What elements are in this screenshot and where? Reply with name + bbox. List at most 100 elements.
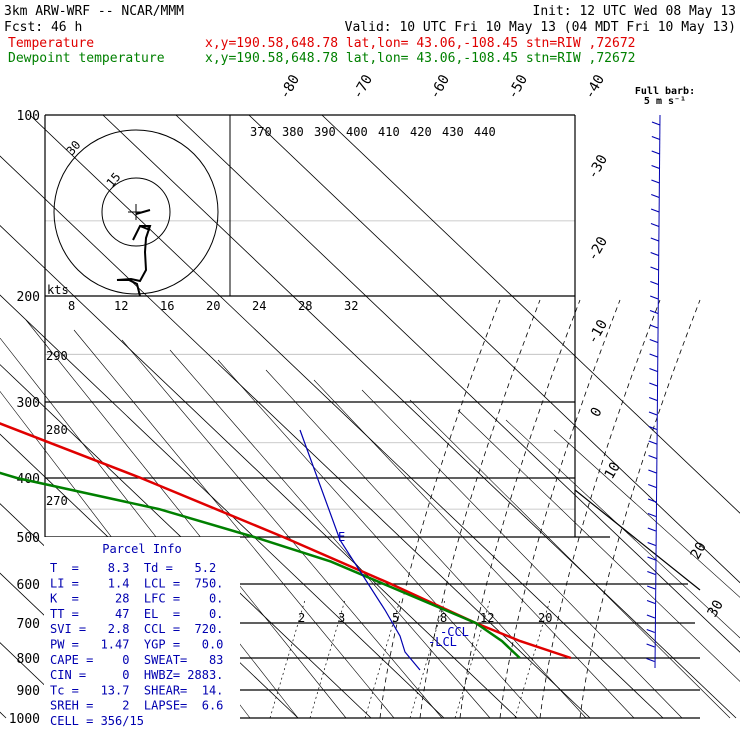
forecast-hour: Fcst: 46 h <box>4 20 82 35</box>
theta-low-label: 290 <box>46 349 68 363</box>
isotherm-top-label: -60 <box>427 72 454 102</box>
hodo-unit: kts <box>47 283 69 297</box>
parcel-info-row: K = 28 LFC = 0. <box>50 592 223 606</box>
moist-adiabat <box>579 299 701 719</box>
hodograph: 30 15 <box>53 115 231 297</box>
wind-barb <box>651 121 661 126</box>
parcel-info-row: TT = 47 EL = 0. <box>50 607 223 621</box>
mixing-ratio-label: 3 <box>338 611 345 625</box>
wind-barb <box>648 440 657 445</box>
hodo-ring-label: 30 <box>64 138 84 158</box>
wind-barbs <box>646 114 661 669</box>
barb-title: Full barb: <box>635 86 695 97</box>
wind-barb <box>647 512 657 518</box>
theta-label: 380 <box>282 125 304 139</box>
dry-adiabat <box>313 379 635 719</box>
temperature-legend: Temperature <box>8 36 94 51</box>
mixing-ratio-label: 20 <box>538 611 552 625</box>
pressure-label: 1000 <box>9 712 40 727</box>
init-time: Init: 12 UTC Wed 08 May 13 <box>533 4 737 19</box>
wind-barb <box>646 657 655 663</box>
pressure-label: 900 <box>17 684 40 699</box>
parcel-info-row: LI = 1.4 LCL = 750. <box>50 576 223 590</box>
wind-barb <box>646 643 655 648</box>
dry-adiabat <box>409 399 731 719</box>
sounding-profiles: -LCL-CCL E <box>0 422 572 671</box>
wind-barb <box>647 498 657 503</box>
isotherm-top-label: -70 <box>350 72 377 102</box>
dewpoint-profile <box>0 471 521 659</box>
wind-barb <box>651 193 660 199</box>
isotherm-line <box>175 114 740 653</box>
pressure-label: 100 <box>17 109 40 124</box>
isotherm-line <box>321 114 740 514</box>
parcel-info-row: CAPE = 0 SWEAT= 83 <box>50 653 223 667</box>
isotherm-right-label: 10 <box>602 459 624 482</box>
dry-adiabat <box>121 339 443 719</box>
parcel-info-title: Parcel Info <box>102 542 181 556</box>
wind-barb <box>647 570 656 576</box>
wind-barb <box>648 396 658 402</box>
frame-slant <box>574 489 701 591</box>
wind-barb <box>648 425 658 431</box>
moist-adiabat <box>379 299 501 719</box>
wind-barb <box>646 628 655 634</box>
hodo-speed-label: 28 <box>298 299 312 313</box>
dry-adiabat <box>73 329 395 719</box>
wind-barb <box>648 411 658 416</box>
moist-adiabat <box>539 299 661 719</box>
wind-barb <box>648 483 657 489</box>
wind-barb <box>651 150 660 155</box>
wind-barb <box>649 382 658 387</box>
wind-barb <box>651 135 661 141</box>
mixing-ratio-line <box>309 599 346 719</box>
theta-label: 400 <box>346 125 368 139</box>
isotherm-right-label: 20 <box>688 539 710 562</box>
isotherm-right-label: -30 <box>585 152 612 182</box>
isotherm-line <box>0 155 591 719</box>
theta-low-label: 270 <box>46 494 68 508</box>
theta-label: 410 <box>378 125 400 139</box>
wind-barb <box>650 266 659 271</box>
temperature-profile <box>0 422 572 660</box>
isotherm-right-label: -20 <box>585 234 612 264</box>
dewpoint-legend: Dewpoint temperature <box>8 51 165 66</box>
dry-adiabat <box>265 369 587 719</box>
wind-barb <box>651 179 660 184</box>
wind-barb <box>649 324 659 329</box>
parcel-info-row: SREH = 2 LAPSE= 6.6 <box>50 699 223 713</box>
pressure-label: 800 <box>17 652 40 667</box>
ccl-label: -CCL <box>440 625 469 639</box>
mixing-ratio-label: 2 <box>298 611 305 625</box>
hodo-speed-label: 16 <box>160 299 174 313</box>
theta-label: 390 <box>314 125 336 139</box>
parcel-info-row: CIN = 0 HWBZ= 2883. <box>50 668 223 682</box>
model-title: 3km ARW-WRF -- NCAR/MMM <box>4 4 184 19</box>
wind-barb <box>647 556 656 561</box>
lcl-label: -LCL <box>428 635 457 649</box>
isotherm-line <box>0 294 445 719</box>
hodo-speed-label: 24 <box>252 299 266 313</box>
wind-barb <box>649 309 659 315</box>
mixing-ratio-line <box>514 599 551 719</box>
mixing-ratio-label: 12 <box>480 611 494 625</box>
pressure-label: 300 <box>17 396 40 411</box>
wind-barb <box>650 251 659 257</box>
isotherm-right-label: 30 <box>705 597 727 620</box>
hodo-ring-inner <box>101 177 171 247</box>
isotherm-line <box>102 114 737 719</box>
wind-barb <box>647 527 657 532</box>
wind-barb <box>649 367 658 373</box>
theta-label: 430 <box>442 125 464 139</box>
theta-label: 440 <box>474 125 496 139</box>
mixing-ratio-label: 5 <box>392 611 399 625</box>
temperature-location: x,y=190.58,648.78 lat,lon= 43.06,-108.45… <box>205 36 635 51</box>
wind-barb <box>649 295 659 300</box>
mixing-ratio-line <box>409 599 446 719</box>
wind-barb <box>650 280 659 286</box>
hodo-trace <box>116 209 152 297</box>
parcel-info-row: T = 8.3 Td = 5.2 <box>50 561 216 575</box>
isotherm-top-label: -50 <box>505 72 532 102</box>
hodo-ring-outer <box>53 129 219 295</box>
